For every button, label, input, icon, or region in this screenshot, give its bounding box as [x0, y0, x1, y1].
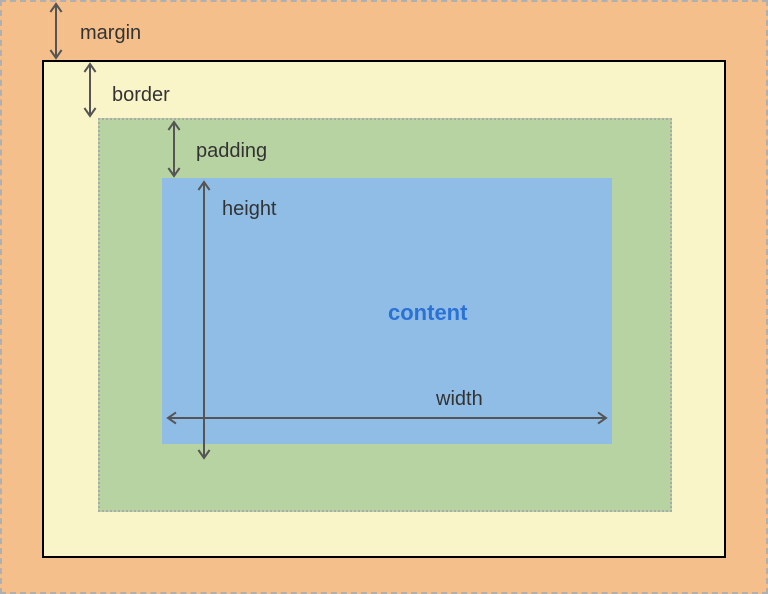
- margin-label: margin: [80, 22, 141, 45]
- border-label: border: [112, 84, 170, 107]
- padding-arrow-icon: [166, 122, 182, 176]
- margin-arrow-icon: [48, 4, 64, 58]
- width-arrow-icon: [168, 410, 606, 426]
- border-arrow-icon: [82, 64, 98, 116]
- width-label: width: [436, 388, 483, 411]
- padding-label: padding: [196, 140, 267, 163]
- content-label: content: [388, 300, 467, 326]
- height-label: height: [222, 198, 277, 221]
